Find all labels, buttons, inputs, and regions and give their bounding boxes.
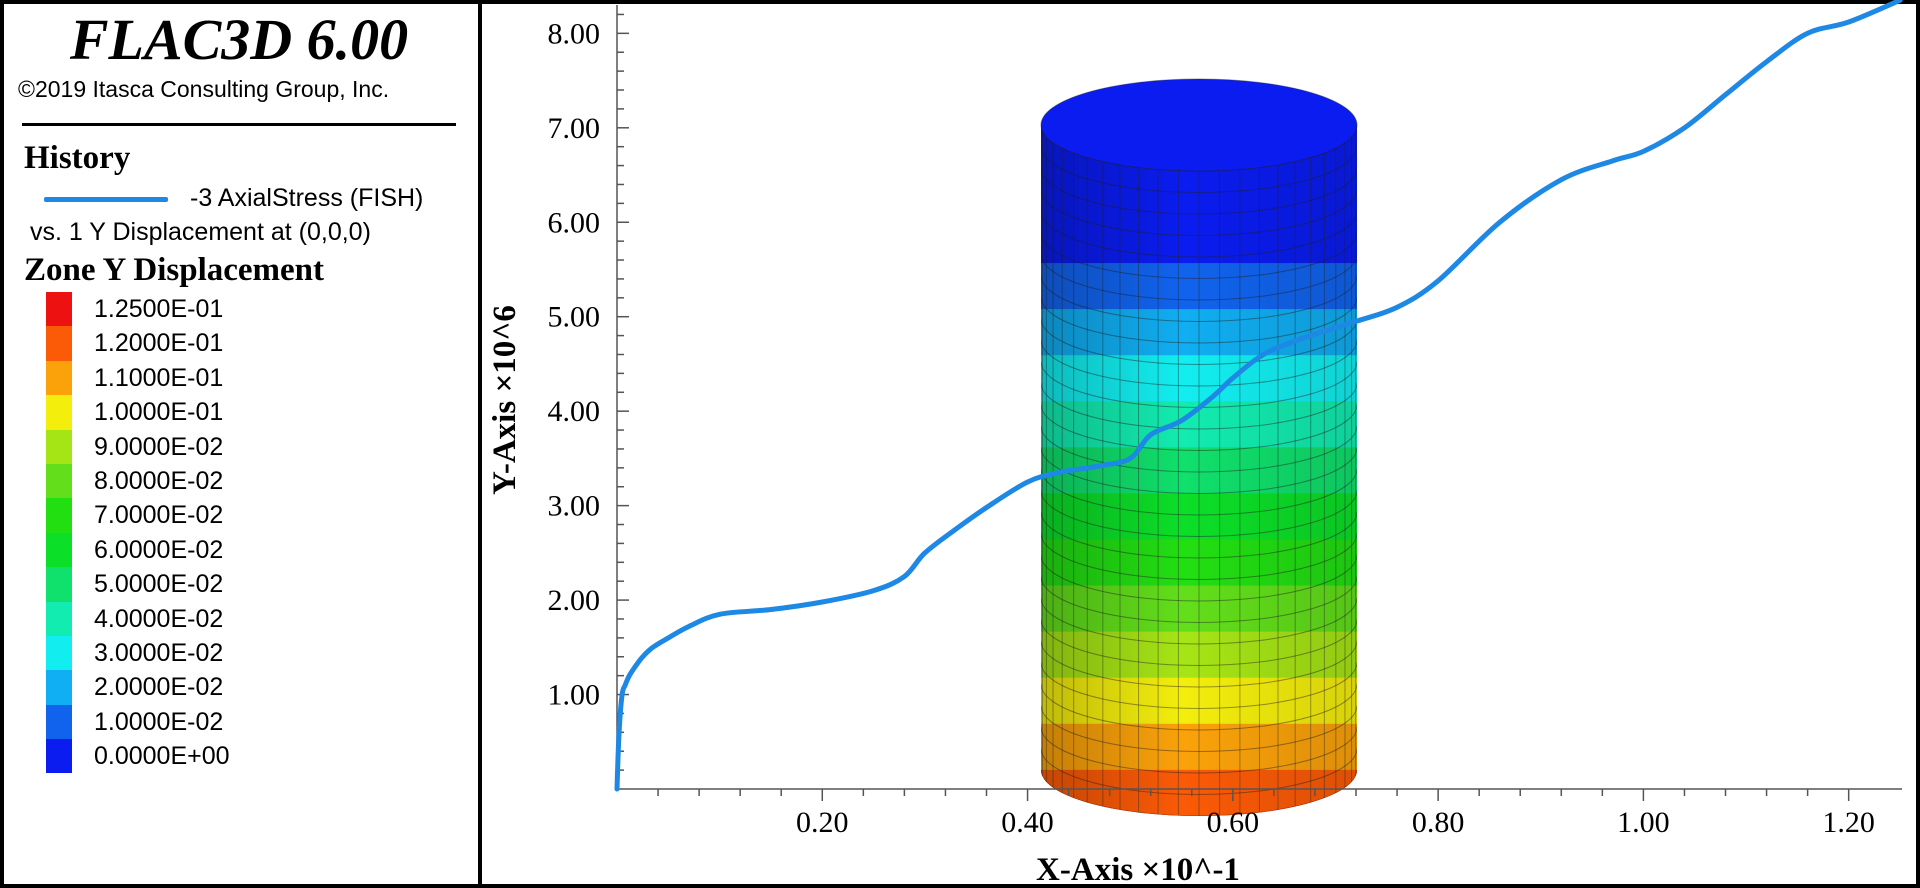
contour-label: 0.0000E+00 [94, 742, 230, 771]
contour-swatch [46, 567, 72, 602]
legend-panel: FLAC3D 6.00 ©2019 Itasca Consulting Grou… [0, 0, 478, 888]
contour-swatch [46, 498, 72, 533]
history-heading: History [24, 140, 131, 176]
contour-label: 1.2500E-01 [94, 295, 224, 323]
contour-label: 4.0000E-02 [94, 604, 224, 633]
x-tick-label: 1.20 [1822, 806, 1875, 839]
y-tick-label: 7.00 [548, 112, 601, 145]
contour-label: 8.0000E-02 [94, 466, 224, 495]
contour-label: 1.0000E-01 [94, 398, 224, 427]
contour-label: 7.0000E-02 [94, 501, 224, 530]
zone-model-cylinder [1040, 78, 1358, 816]
contour-label: 1.2000E-01 [94, 329, 224, 358]
y-tick-label: 5.00 [548, 301, 601, 334]
y-tick-label: 8.00 [548, 17, 601, 50]
contour-swatch [46, 463, 72, 499]
y-tick-label: 6.00 [548, 206, 601, 239]
contour-label: 6.0000E-02 [94, 535, 224, 564]
x-tick-label: 0.60 [1207, 806, 1260, 839]
x-axis-ticks: 0.20 0.40 0.60 0.80 1.00 1.20 [657, 789, 1875, 839]
contour-swatch [46, 360, 72, 396]
x-tick-label: 0.20 [796, 806, 849, 839]
contour-label: 5.0000E-02 [94, 570, 224, 599]
contour-swatch [46, 601, 72, 636]
history-line-swatch [44, 197, 168, 202]
axial-stress-series-line [614, 0, 1903, 792]
cylinder-shading [1041, 79, 1357, 816]
contour-heading: Zone Y Displacement [24, 252, 325, 288]
contour-swatch [46, 292, 72, 327]
contour-swatch [46, 395, 72, 430]
x-tick-label: 1.00 [1617, 806, 1670, 839]
contour-color-bar [46, 292, 72, 774]
copyright-text: ©2019 Itasca Consulting Group, Inc. [18, 76, 390, 102]
history-series-sub: vs. 1 Y Displacement at (0,0,0) [30, 218, 371, 246]
app-title: FLAC3D 6.00 [69, 7, 409, 72]
y-axis-label: Y-Axis ×10^6 [487, 305, 523, 495]
x-tick-label: 0.40 [1001, 806, 1054, 839]
contour-swatch [46, 670, 72, 705]
contour-swatch [46, 635, 72, 671]
x-axis-label: X-Axis ×10^-1 [1036, 852, 1240, 888]
x-tick-label: 0.80 [1412, 806, 1465, 839]
contour-label: 2.0000E-02 [94, 673, 224, 702]
cylinder-top-cap [1040, 78, 1358, 172]
contour-label: 3.0000E-02 [94, 638, 224, 667]
legend-divider [22, 123, 456, 126]
chart-axes [616, 5, 1902, 790]
contour-label: 1.1000E-01 [94, 363, 224, 392]
contour-swatch [46, 429, 72, 464]
contour-labels: 1.2500E-01 1.2000E-01 1.1000E-01 1.0000E-01… [94, 292, 230, 773]
contour-swatch [46, 704, 72, 740]
y-axis-ticks: 1.00 2.00 3.00 4.00 5.00 6.00 7.00 8.00 [548, 13, 629, 771]
contour-label: 9.0000E-02 [94, 432, 224, 461]
y-tick-label: 4.00 [548, 395, 601, 428]
contour-swatch [46, 532, 72, 568]
contour-swatch [46, 326, 72, 361]
y-tick-label: 3.00 [548, 490, 601, 523]
history-series-label: -3 AxialStress (FISH) [190, 184, 424, 212]
contour-swatch [46, 739, 72, 774]
contour-label: 1.0000E-02 [94, 707, 224, 736]
y-tick-label: 1.00 [548, 679, 601, 712]
y-tick-label: 2.00 [548, 584, 601, 617]
